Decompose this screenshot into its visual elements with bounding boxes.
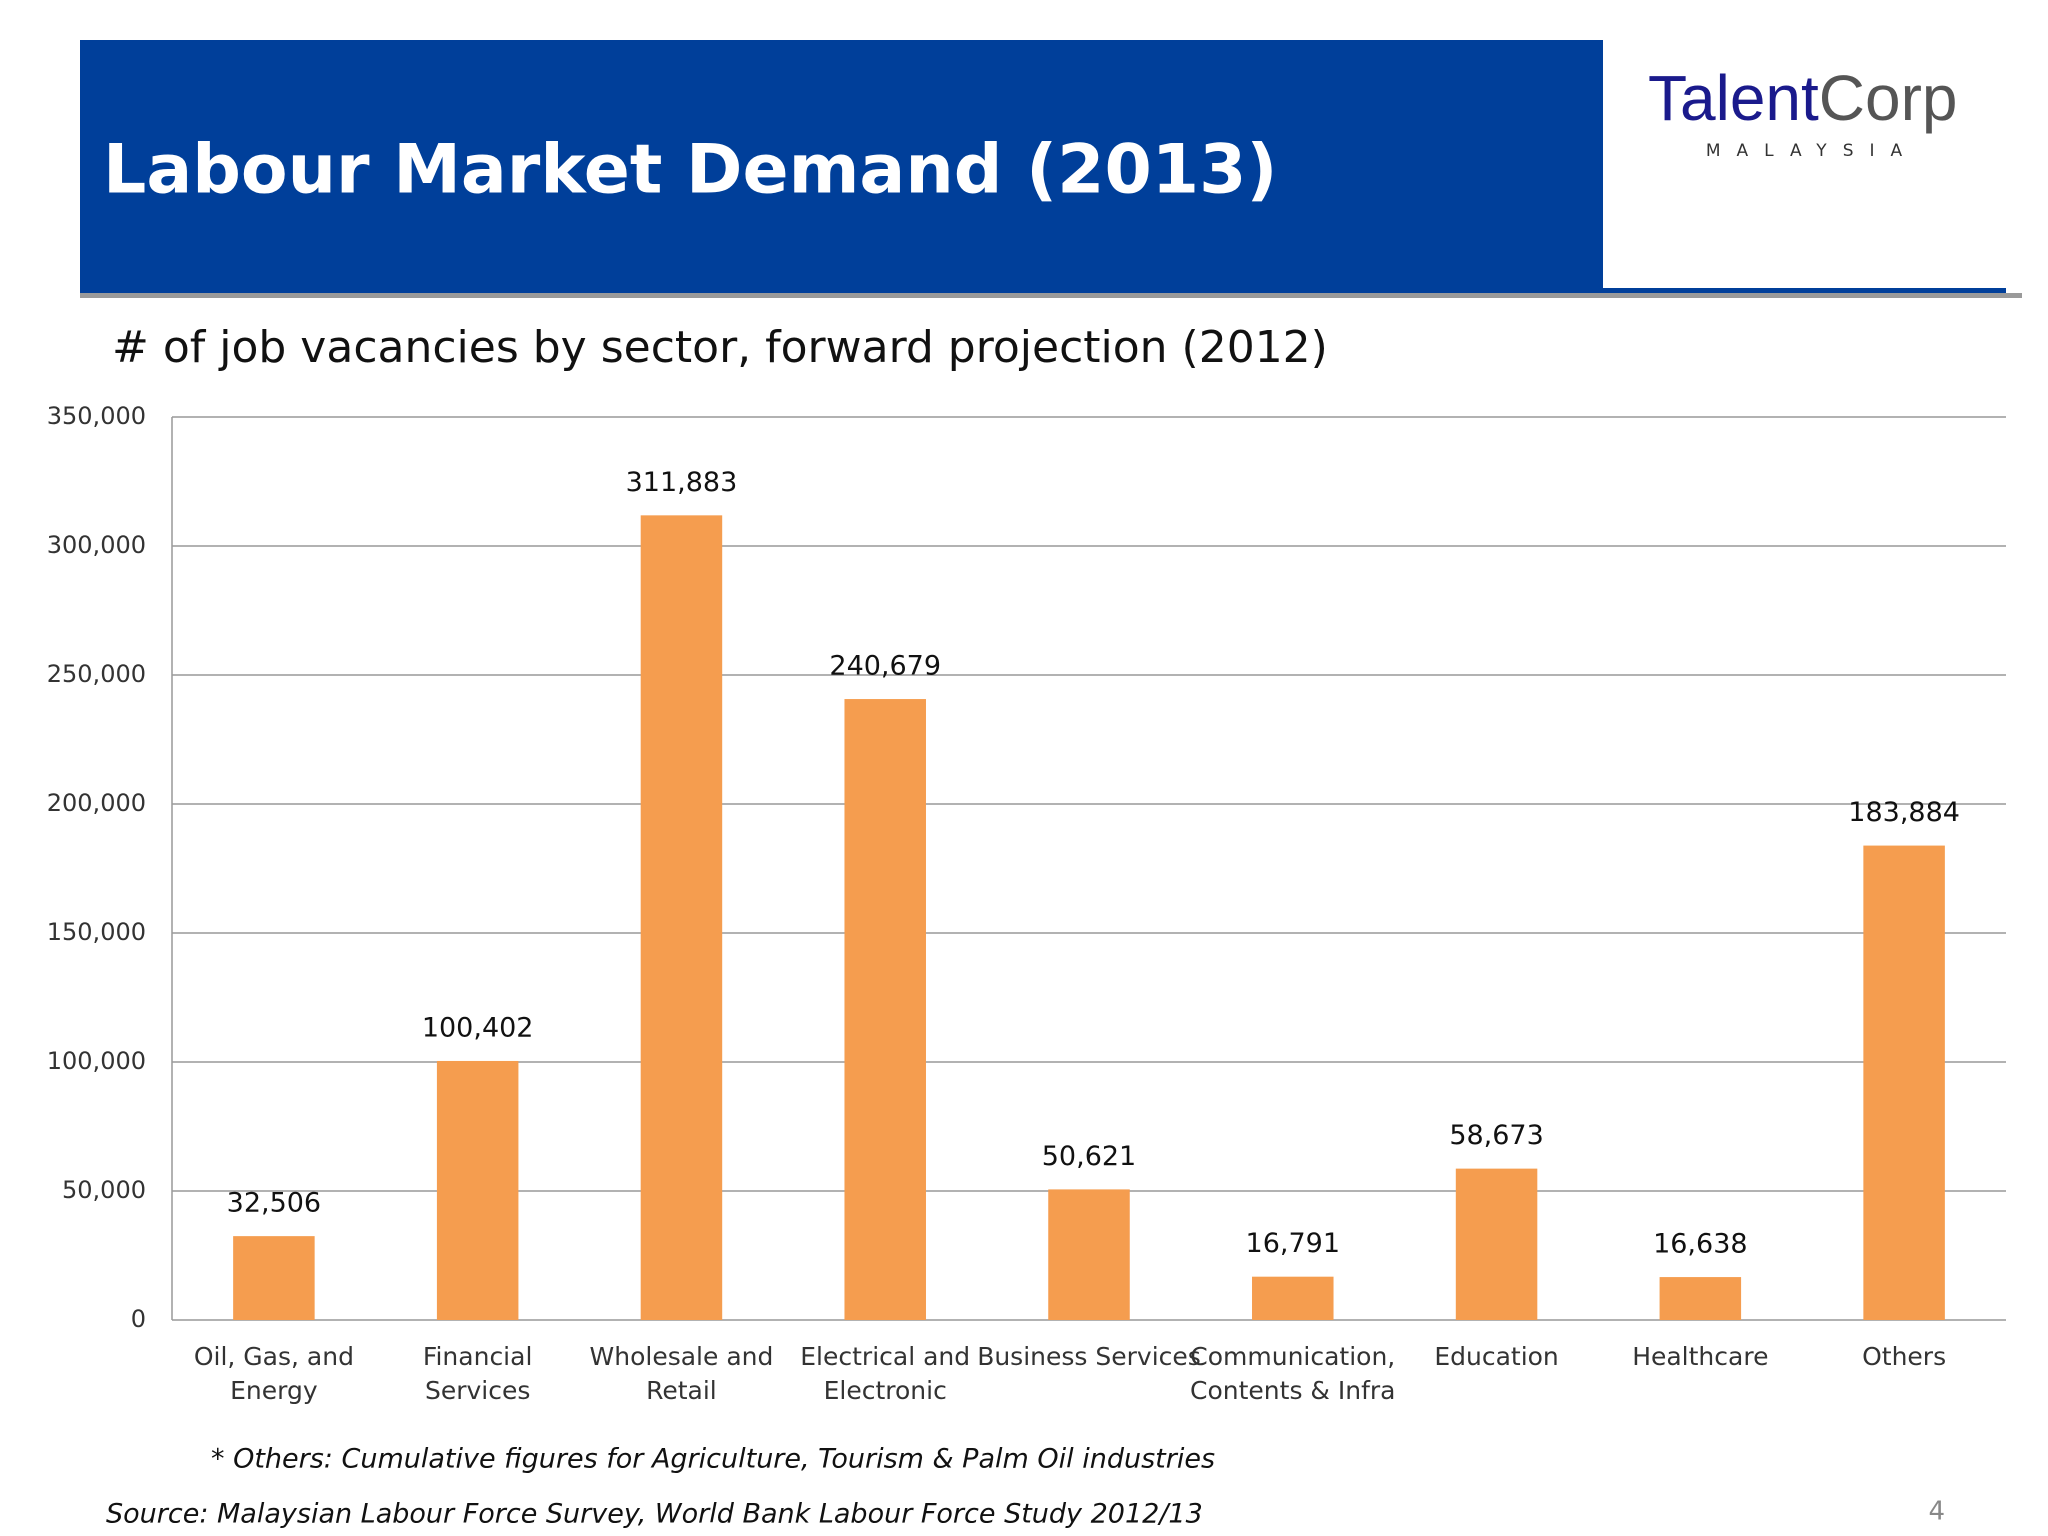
- x-tick-label: Contents & Infra: [1190, 1376, 1395, 1405]
- logo-secondary: Corp: [1819, 62, 1958, 134]
- data-label: 16,638: [1653, 1229, 1747, 1260]
- y-tick-label: 350,000: [47, 402, 146, 430]
- y-tick-label: 200,000: [47, 789, 146, 817]
- y-tick-label: 0: [131, 1305, 146, 1333]
- x-tick-label: Oil, Gas, and: [194, 1342, 354, 1371]
- x-tick-label: Healthcare: [1632, 1342, 1768, 1371]
- data-label: 16,791: [1246, 1228, 1340, 1259]
- header-band: [80, 40, 1603, 293]
- bar: [233, 1236, 315, 1320]
- data-label: 311,883: [626, 467, 738, 498]
- bar: [844, 699, 926, 1320]
- logo: TalentCorp: [1648, 62, 1958, 134]
- y-tick-label: 100,000: [47, 1047, 146, 1075]
- data-label: 32,506: [227, 1188, 321, 1219]
- page-number: 4: [1928, 1497, 1945, 1527]
- data-label: 100,402: [422, 1012, 534, 1043]
- bar: [1455, 1168, 1538, 1320]
- bar: [1252, 1276, 1334, 1320]
- bar: [1863, 845, 1945, 1320]
- y-tick-label: 300,000: [47, 531, 146, 559]
- bar: [1659, 1277, 1742, 1320]
- y-tick-label: 50,000: [62, 1176, 146, 1204]
- x-tick-label: Others: [1862, 1342, 1946, 1371]
- y-tick-label: 150,000: [47, 918, 146, 946]
- slide-title: Labour Market Demand (2013): [103, 131, 1278, 210]
- data-label: 183,884: [1848, 797, 1960, 828]
- logo-rule: [1603, 288, 2006, 293]
- x-tick-label: Education: [1434, 1342, 1558, 1371]
- data-label: 240,679: [829, 651, 941, 682]
- footnote: * Others: Cumulative figures for Agricul…: [211, 1444, 1215, 1475]
- bar: [436, 1060, 519, 1320]
- x-tick-label: Financial: [423, 1342, 532, 1371]
- source: Source: Malaysian Labour Force Survey, W…: [106, 1499, 1203, 1530]
- x-tick-label: Electrical and: [800, 1342, 970, 1371]
- header-rule: [80, 293, 2022, 298]
- chart-title: # of job vacancies by sector, forward pr…: [112, 322, 1328, 373]
- bar: [640, 515, 723, 1320]
- x-tick-label: Communication,: [1190, 1342, 1395, 1371]
- x-tick-label: Business Services: [977, 1342, 1201, 1371]
- logo-tagline: MALAYSIA: [1706, 141, 1918, 161]
- x-tick-label: Services: [425, 1376, 530, 1405]
- x-tick-label: Retail: [646, 1376, 717, 1405]
- bar: [1048, 1189, 1130, 1320]
- y-tick-label: 250,000: [47, 660, 146, 688]
- x-tick-label: Electronic: [824, 1376, 947, 1405]
- x-tick-label: Energy: [230, 1376, 318, 1405]
- data-label: 50,621: [1042, 1141, 1136, 1172]
- x-tick-label: Wholesale and: [590, 1342, 774, 1371]
- data-label: 58,673: [1449, 1120, 1543, 1151]
- logo-primary: Talent: [1648, 62, 1819, 134]
